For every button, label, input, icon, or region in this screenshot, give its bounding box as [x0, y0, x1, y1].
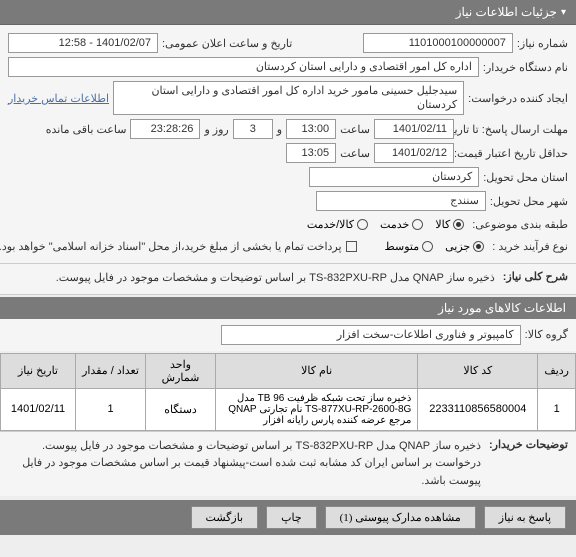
city-value: سنندج [316, 191, 486, 211]
radio-icon [453, 219, 464, 230]
remaining-suffix: ساعت باقی مانده [46, 123, 127, 136]
process-small-label: جزیی [445, 240, 470, 253]
need-number-value: 1101000100000007 [363, 33, 513, 53]
notes-label: توضیحات خریدار: [489, 438, 568, 451]
buyer-org-label: نام دستگاه خریدار: [483, 61, 568, 74]
cell-qty: 1 [76, 388, 146, 430]
city-label: شهر محل تحویل: [490, 195, 568, 208]
price-validity-time: 13:05 [286, 143, 336, 163]
th-unit: واحد شمارش [146, 353, 216, 388]
deadline-label: مهلت ارسال پاسخ: تا تاریخ: [458, 123, 568, 136]
requester-value: سیدجلیل حسینی مامور خرید اداره کل امور ا… [113, 81, 464, 115]
announce-datetime-label: تاریخ و ساعت اعلان عمومی: [162, 37, 292, 50]
deadline-time-label: ساعت [340, 123, 370, 136]
remaining-days: 3 [233, 119, 273, 139]
cell-date: 1401/02/11 [1, 388, 76, 430]
buyer-org-value: اداره کل امور اقتصادی و دارایی استان کرد… [8, 57, 479, 77]
process-type-label: نوع فرآیند خرید : [492, 240, 568, 253]
radio-icon [412, 219, 423, 230]
table-row: 1 2233110856580004 ذخیره ساز تحت شبکه ظر… [1, 388, 576, 430]
process-medium-label: متوسط [385, 240, 420, 253]
cell-unit: دستگاه [146, 388, 216, 430]
contact-link[interactable]: اطلاعات تماس خریدار [8, 92, 109, 105]
requester-label: ایجاد کننده درخواست: [468, 92, 568, 105]
deadline-time: 13:00 [286, 119, 336, 139]
process-small-radio[interactable]: جزیی [445, 240, 484, 253]
th-row: ردیف [538, 353, 576, 388]
panel-title: جزئیات اطلاعات نیاز [456, 5, 557, 19]
cell-row: 1 [538, 388, 576, 430]
goods-section-title: اطلاعات کالاهای مورد نیاز [438, 301, 566, 315]
category-service-radio[interactable]: خدمت [380, 218, 423, 231]
back-button[interactable]: بازگشت [191, 506, 259, 529]
category-goods-service-radio[interactable]: کالا/خدمت [307, 218, 368, 231]
price-validity-date: 1401/02/12 [374, 143, 454, 163]
summary-label: شرح کلی نیاز: [503, 270, 568, 283]
respond-button[interactable]: پاسخ به نیاز [484, 506, 566, 529]
th-date: تاریخ نیاز [1, 353, 76, 388]
group-value: کامپیوتر و فناوری اطلاعات-سخت افزار [221, 325, 521, 345]
th-name: نام کالا [216, 353, 418, 388]
button-bar: پاسخ به نیاز مشاهده مدارک پیوستی (1) چاپ… [0, 500, 576, 535]
attachments-button[interactable]: مشاهده مدارک پیوستی (1) [325, 506, 476, 529]
category-goods-radio[interactable]: کالا [435, 218, 464, 231]
remaining-time: 23:28:26 [130, 119, 200, 139]
print-button[interactable]: چاپ [266, 506, 317, 529]
goods-section-header: اطلاعات کالاهای مورد نیاز [0, 297, 576, 319]
goods-table: ردیف کد کالا نام کالا واحد شمارش تعداد /… [0, 353, 576, 431]
province-value: کردستان [309, 167, 479, 187]
category-label: طبقه بندی موضوعی: [472, 218, 568, 231]
category-goods-label: کالا [435, 218, 450, 231]
radio-icon [473, 241, 484, 252]
group-label: گروه کالا: [525, 328, 568, 341]
th-code: کد کالا [418, 353, 538, 388]
cell-code: 2233110856580004 [418, 388, 538, 430]
panel-header: ▾ جزئیات اطلاعات نیاز [0, 0, 576, 25]
radio-icon [357, 219, 368, 230]
chevron-down-icon: ▾ [561, 7, 566, 18]
treasury-checkbox[interactable] [346, 241, 357, 252]
need-number-label: شماره نیاز: [517, 37, 568, 50]
price-validity-time-label: ساعت [340, 147, 370, 160]
price-validity-label: حداقل تاریخ اعتبار قیمت: تا تاریخ: [458, 147, 568, 160]
notes-text: ذخیره ساز QNAP مدل TS-832PXU-RP بر اساس … [8, 438, 481, 491]
th-qty: تعداد / مقدار [76, 353, 146, 388]
remaining-sep: و [277, 123, 282, 136]
process-medium-radio[interactable]: متوسط [385, 240, 434, 253]
category-service-label: خدمت [380, 218, 409, 231]
deadline-date: 1401/02/11 [374, 119, 454, 139]
summary-text: ذخیره ساز QNAP مدل TS-832PXU-RP بر اساس … [56, 270, 495, 288]
province-label: استان محل تحویل: [483, 171, 568, 184]
category-goods-service-label: کالا/خدمت [307, 218, 354, 231]
radio-icon [422, 241, 433, 252]
announce-datetime-value: 1401/02/07 - 12:58 [8, 33, 158, 53]
cell-name: ذخیره ساز تحت شبکه ظرفیت TB 96 مدل TS-87… [216, 388, 418, 430]
remaining-days-label: روز و [204, 123, 228, 136]
treasury-note: پرداخت تمام یا بخشی از مبلغ خرید،از محل … [0, 240, 342, 253]
